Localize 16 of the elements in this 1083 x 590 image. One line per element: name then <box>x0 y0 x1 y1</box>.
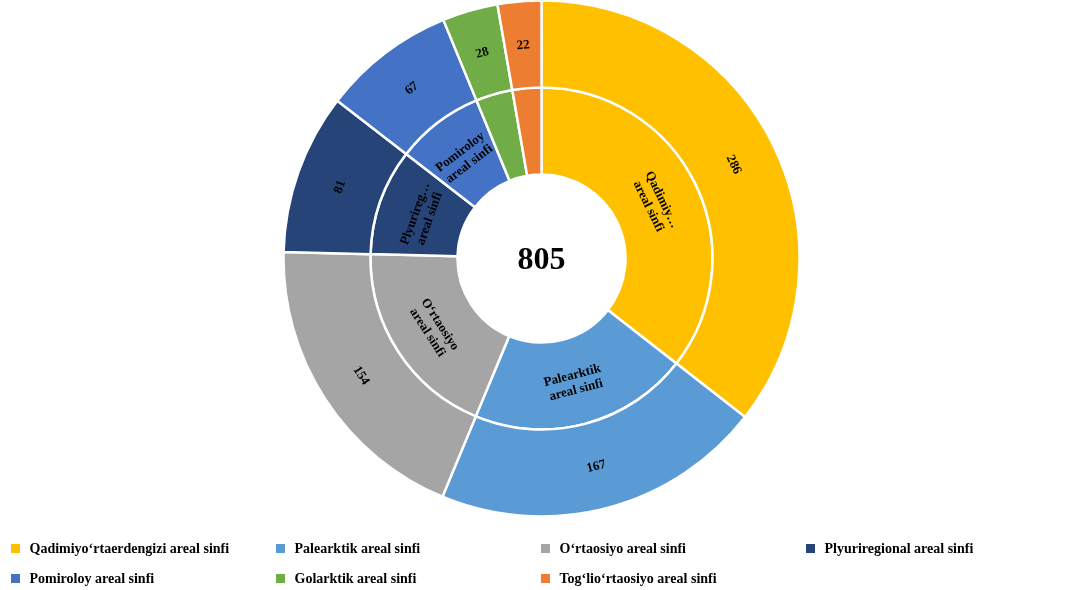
legend-label: Palearktik areal sinfi <box>294 541 421 556</box>
legend-label: Golarktik areal sinfi <box>294 571 417 586</box>
data-label: 22 <box>515 36 531 53</box>
data-label: 154 <box>350 362 374 388</box>
data-label: 67 <box>401 77 422 98</box>
legend-label: O‘rtaosiyo areal sinfi <box>559 541 687 556</box>
text: 805 <box>517 240 566 276</box>
legend-label: Qadimiyo‘rtaerdengizi areal sinfi <box>29 541 230 556</box>
data-label: Palearktik areal sinfi <box>541 359 605 404</box>
data-label: 81 <box>329 177 349 196</box>
data-label: 167 <box>584 455 608 476</box>
data-label: 286 <box>723 152 746 177</box>
legend-label: Tog‘lio‘rtaosiyo areal sinfi <box>559 571 717 586</box>
legend-label: Pomiroloy areal sinfi <box>29 571 155 586</box>
legend-label: Plyuriregional areal sinfi <box>824 541 974 556</box>
data-label: 28 <box>473 42 491 61</box>
